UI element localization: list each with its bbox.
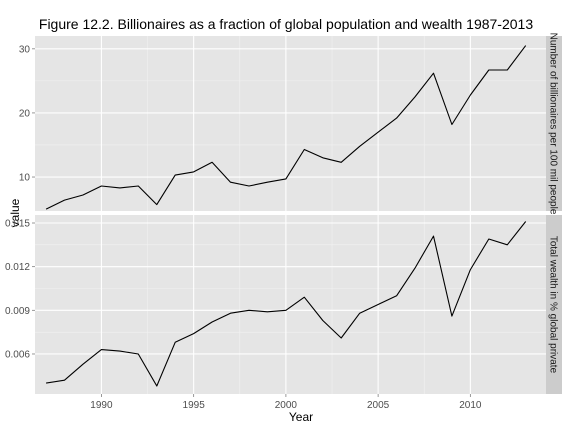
y-tick-label: 30: [19, 44, 31, 55]
y-tick-label: 0.012: [5, 262, 30, 273]
y-tick-label: 10: [19, 173, 31, 184]
series-line: [45, 45, 527, 210]
facet-strip: [546, 215, 562, 394]
x-tick-label: 1990: [90, 400, 113, 411]
y-tick-label: 0.009: [5, 306, 30, 317]
panel-background: [35, 36, 546, 211]
x-axis-title: Year: [289, 410, 313, 424]
chart-panels: 10 20 30 Number of billionaires per 100 mil…: [5, 33, 562, 411]
panel-background: [35, 215, 546, 394]
x-tick-label: 2000: [275, 400, 298, 411]
series-line: [46, 221, 527, 387]
facet-strip: [546, 36, 562, 211]
panel-2: 0.006 0.009 0.012 0.015 Total wealth in % gl…: [5, 215, 562, 394]
panel-1: 10 20 30 Number of billionaires per 100 mil…: [19, 33, 562, 215]
chart-title: Figure 12.2. Billionaires as a fraction …: [39, 16, 533, 32]
y-axis-title: value: [8, 198, 22, 227]
y-tick-label: 0.015: [5, 219, 30, 230]
x-tick-label: 1995: [183, 400, 206, 411]
x-tick-label: 2005: [367, 400, 390, 411]
y-tick-label: 20: [19, 108, 31, 119]
y-tick-label: 0.006: [5, 349, 30, 360]
x-tick-label: 2010: [459, 400, 482, 411]
facet-strip-label: Total wealth in % global private: [548, 236, 559, 374]
facet-strip-label: Number of billionaires per 100 mil peopl…: [548, 33, 559, 215]
